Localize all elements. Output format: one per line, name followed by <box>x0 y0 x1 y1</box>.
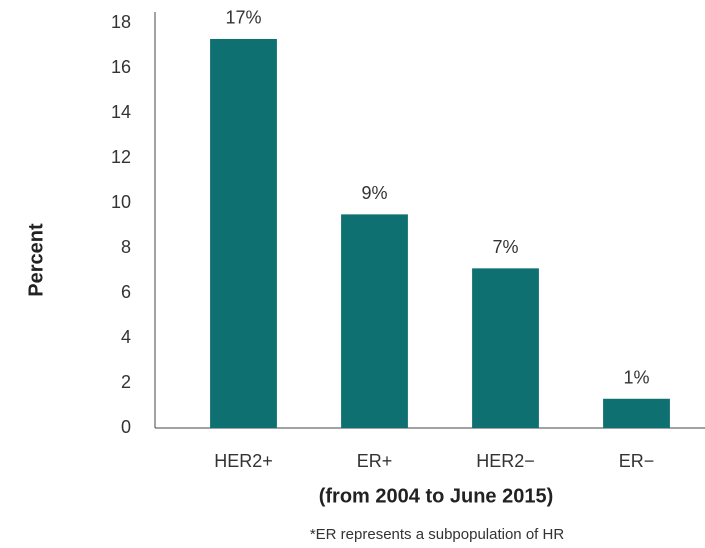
y-tick-label: 2 <box>121 372 131 392</box>
bar <box>341 214 408 428</box>
bar <box>472 268 539 428</box>
data-label: 9% <box>361 183 387 203</box>
y-tick-label: 8 <box>121 237 131 257</box>
data-label: 1% <box>623 368 649 388</box>
x-tick-label: HER2+ <box>214 451 273 471</box>
footnote: *ER represents a subpopulation of HR <box>310 526 564 543</box>
bar <box>210 38 277 428</box>
y-tick-label: 4 <box>121 327 131 347</box>
x-tick-label: ER− <box>619 451 655 471</box>
x-axis-title: (from 2004 to June 2015) <box>319 485 554 507</box>
data-label: 17% <box>225 8 261 28</box>
y-tick-label: 16 <box>111 57 131 77</box>
x-tick-label: ER+ <box>357 451 393 471</box>
y-tick-label: 14 <box>111 102 131 122</box>
y-tick-label: 18 <box>111 12 131 32</box>
data-label: 7% <box>492 237 518 257</box>
x-tick-label: HER2− <box>476 451 535 471</box>
y-tick-label: 12 <box>111 147 131 167</box>
y-tick-label: 0 <box>121 417 131 437</box>
y-tick-label: 10 <box>111 192 131 212</box>
y-axis-title: Percent <box>25 223 47 297</box>
bar <box>603 398 670 428</box>
y-tick-label: 6 <box>121 282 131 302</box>
